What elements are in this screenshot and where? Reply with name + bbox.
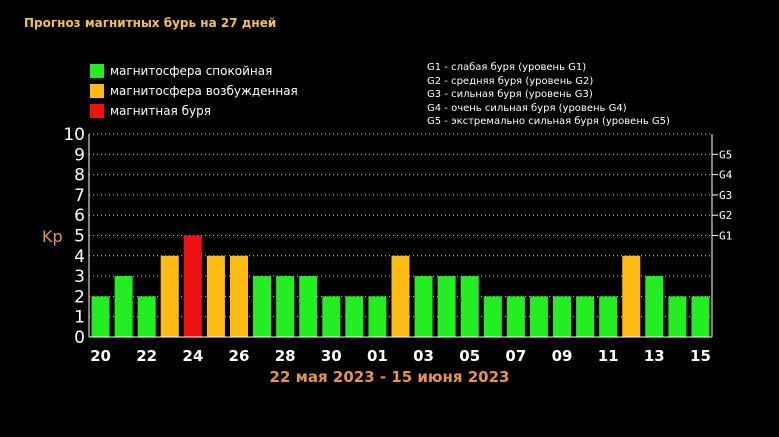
g-key-line: G5 - экстремально сильная буря (уровень … (427, 116, 670, 127)
y-tick-label: 4 (74, 247, 85, 267)
legend-item-storm: магнитная буря (90, 103, 211, 119)
kp-bar (160, 255, 179, 337)
legend-swatch-storm (90, 104, 104, 118)
y-tick-label: 5 (74, 227, 85, 247)
chart-title: Прогноз магнитных бурь на 27 дней (24, 16, 277, 30)
x-tick-label: 24 (182, 347, 203, 365)
kp-bar (645, 276, 664, 337)
x-tick-label: 26 (229, 347, 250, 365)
y-tick-label: 6 (74, 206, 85, 226)
g-key-line: G2 - средняя буря (уровень G2) (427, 75, 594, 87)
kp-bar (345, 296, 364, 337)
g-tick-label: G5 (719, 148, 732, 161)
x-tick-label: 28 (275, 347, 296, 365)
x-tick-label: 15 (690, 347, 711, 365)
kp-bar (322, 296, 341, 337)
kp-bar (576, 296, 595, 337)
legend-label-quiet: магнитосфера спокойная (110, 64, 273, 78)
kp-bar (114, 276, 133, 337)
x-tick-label: 20 (90, 347, 111, 365)
x-tick-label: 11 (598, 347, 619, 365)
x-tick-label: 13 (644, 347, 665, 365)
legend-item-quiet: магнитосфера спокойная (90, 63, 272, 79)
kp-bar (529, 296, 548, 337)
x-tick-label: 22 (136, 347, 157, 365)
legend-swatch-unsettled (90, 84, 104, 98)
kp-bar (91, 296, 110, 337)
kp-bar (460, 276, 479, 337)
kp-bar (599, 296, 618, 337)
g-tick-label: G3 (719, 189, 732, 202)
x-tick-label: 09 (552, 347, 573, 365)
y-axis-label: Kp (42, 227, 63, 246)
kp-bar (668, 296, 687, 337)
g-tick-label: G4 (719, 169, 733, 182)
kp-bar (414, 276, 433, 337)
kp-bar (229, 255, 248, 337)
y-tick-label: 2 (74, 287, 85, 307)
kp-bar (622, 255, 641, 337)
g-level-key: G1 - слабая буря (уровень G1) G2 - средн… (427, 61, 670, 129)
x-tick-label: 07 (505, 347, 526, 365)
kp-bar (183, 235, 202, 337)
kp-bar (253, 276, 272, 337)
date-range: 22 мая 2023 - 15 июня 2023 (269, 368, 510, 386)
kp-bar (276, 276, 295, 337)
x-tick-label: 05 (459, 347, 480, 365)
kp-bar (506, 296, 525, 337)
g-tick-label: G1 (719, 230, 732, 243)
y-tick-label: 0 (74, 328, 85, 348)
kp-bar (553, 296, 572, 337)
kp-bar (483, 296, 502, 337)
kp-bar (299, 276, 318, 337)
kp-bar (691, 296, 710, 337)
y-tick-label: 10 (63, 125, 85, 145)
legend-item-unsettled: магнитосфера возбужденная (90, 83, 298, 99)
kp-bar (368, 296, 387, 337)
legend-swatch-quiet (90, 64, 104, 78)
y-tick-label: 8 (74, 166, 85, 186)
kp-bar (437, 276, 456, 337)
x-tick-label: 01 (367, 347, 388, 365)
kp-bar (206, 255, 225, 337)
legend-label-storm: магнитная буря (110, 104, 211, 118)
y-tick-label: 7 (74, 186, 85, 206)
g-key-line: G3 - сильная буря (уровень G3) (427, 89, 593, 100)
y-tick-label: 9 (74, 145, 85, 165)
g-key-line: G4 - очень сильная буря (уровень G4) (427, 102, 627, 114)
kp-bar (137, 296, 156, 337)
g-key-line: G1 - слабая буря (уровень G1) (427, 62, 587, 73)
y-tick-label: 1 (74, 308, 85, 328)
kp-bar (391, 255, 410, 337)
x-tick-label: 03 (413, 347, 434, 365)
x-tick-label: 30 (321, 347, 342, 365)
y-tick-label: 3 (74, 267, 85, 287)
legend-label-unsettled: магнитосфера возбужденная (110, 84, 298, 98)
g-tick-label: G2 (719, 209, 732, 222)
